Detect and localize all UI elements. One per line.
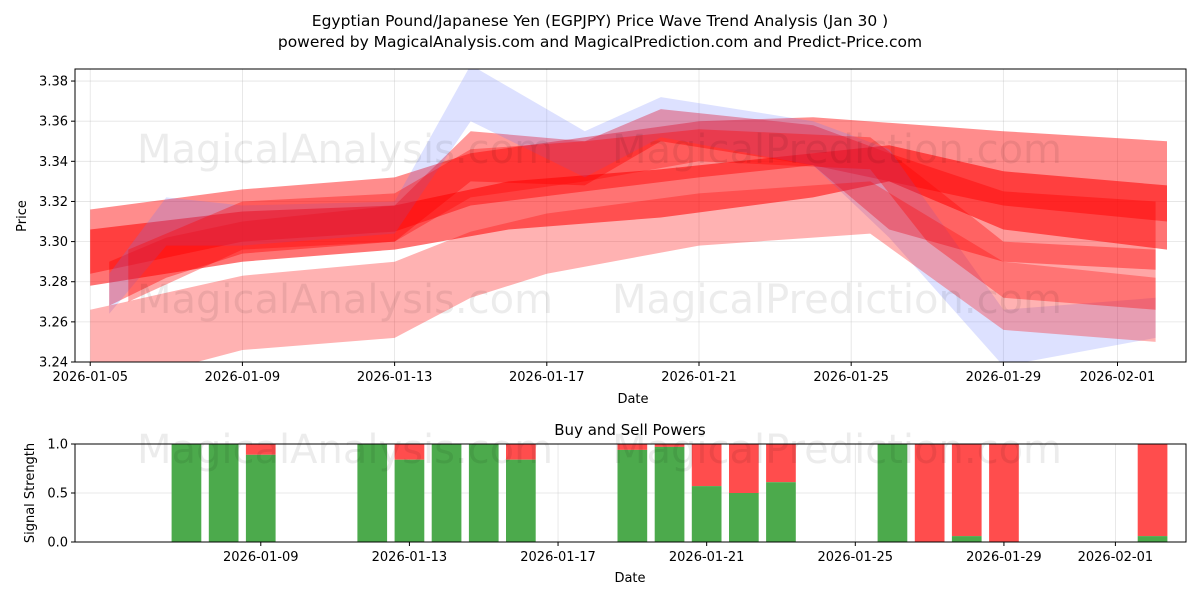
- chart-subtitle: powered by MagicalAnalysis.com and Magic…: [278, 33, 922, 51]
- price-watermarks: MagicalAnalysis.com MagicalPrediction.co…: [137, 127, 1062, 323]
- y-tick-label: 3.24: [39, 356, 68, 371]
- buy-power-bar: [357, 444, 388, 542]
- wave-band: [128, 129, 1156, 310]
- x-tick-label: 2026-01-17: [520, 550, 596, 565]
- y-tick-label: 0.5: [47, 487, 68, 502]
- x-tick-label: 2026-01-09: [223, 550, 299, 565]
- x-tick-label: 2026-01-09: [205, 370, 281, 385]
- watermark-text: MagicalAnalysis.com: [137, 127, 553, 173]
- wave-band: [109, 69, 1156, 362]
- y-tick-label: 3.26: [39, 315, 68, 330]
- wave-band: [109, 109, 1156, 306]
- x-tick-label: 2026-01-21: [669, 550, 745, 565]
- signal-watermarks: MagicalAnalysis.com MagicalPrediction.co…: [137, 427, 1062, 473]
- sell-power-bar: [1137, 444, 1168, 537]
- y-tick-label: 3.38: [39, 75, 68, 90]
- sell-power-bar: [394, 444, 425, 460]
- x-tick-label: 2026-02-01: [1080, 370, 1156, 385]
- x-tick-label: 2026-01-29: [966, 370, 1042, 385]
- buy-power-bar: [431, 444, 462, 542]
- buy-power-bar: [468, 444, 499, 542]
- x-tick-label: 2026-01-21: [661, 370, 737, 385]
- x-tick-label: 2026-01-05: [52, 370, 128, 385]
- signal-y-ticks: 0.0 0.5 1.0: [47, 438, 75, 551]
- buy-power-bar: [654, 446, 685, 542]
- buy-power-bar: [766, 482, 796, 542]
- watermark-text: MagicalPrediction.com: [612, 277, 1062, 323]
- price-y-ticks: 3.24 3.26 3.28 3.30 3.32 3.34 3.36 3.38: [39, 75, 75, 371]
- price-wave-bands: [90, 69, 1168, 362]
- signal-panel: Buy and Sell Powers MagicalAnalysis.com …: [23, 421, 1187, 586]
- y-tick-label: 3.28: [39, 275, 68, 290]
- sell-power-bar: [766, 444, 796, 483]
- sell-power-bar: [506, 444, 536, 460]
- buy-power-bar: [245, 454, 276, 542]
- sell-power-bar: [245, 444, 276, 455]
- x-tick-label: 2026-02-01: [1078, 550, 1154, 565]
- signal-y-axis-label: Signal Strength: [23, 443, 38, 543]
- y-tick-label: 1.0: [47, 438, 68, 453]
- y-tick-label: 3.30: [39, 235, 68, 250]
- price-panel: MagicalAnalysis.com MagicalPrediction.co…: [15, 68, 1187, 407]
- buy-power-bar: [208, 444, 239, 542]
- buy-power-bar: [1137, 536, 1168, 542]
- sell-power-bar: [914, 444, 945, 542]
- buy-power-bar: [951, 536, 982, 542]
- y-tick-label: 3.32: [39, 195, 68, 210]
- signal-bars: [171, 444, 1168, 542]
- buy-power-bar: [877, 444, 908, 542]
- x-tick-label: 2026-01-29: [966, 550, 1042, 565]
- wave-band: [90, 181, 1156, 362]
- chart-title: Egyptian Pound/Japanese Yen (EGPJPY) Pri…: [312, 12, 888, 30]
- signal-x-axis-label: Date: [614, 571, 645, 586]
- buy-power-bar: [171, 444, 202, 542]
- buy-power-bar: [691, 486, 722, 542]
- watermark-text: MagicalAnalysis.com: [137, 427, 553, 473]
- watermark-text: MagicalPrediction.com: [612, 127, 1062, 173]
- buy-power-bar: [729, 493, 759, 542]
- price-plot-frame: [74, 68, 1187, 363]
- sell-power-bar: [989, 444, 1019, 542]
- x-tick-label: 2026-01-17: [509, 370, 585, 385]
- x-tick-label: 2026-01-25: [813, 370, 889, 385]
- y-tick-label: 0.0: [47, 536, 68, 551]
- sell-power-bar: [617, 444, 648, 450]
- sell-power-bar: [951, 444, 982, 537]
- watermark-text: MagicalAnalysis.com: [137, 277, 553, 323]
- x-tick-label: 2026-01-25: [818, 550, 894, 565]
- buy-power-bar: [394, 459, 425, 542]
- x-tick-label: 2026-01-13: [357, 370, 433, 385]
- buy-power-bar: [617, 449, 648, 542]
- x-tick-label: 2026-01-13: [372, 550, 448, 565]
- sell-power-bar: [654, 444, 685, 447]
- price-x-axis-label: Date: [617, 392, 648, 407]
- price-y-axis-label: Price: [15, 200, 30, 232]
- wave-band: [90, 145, 1168, 286]
- y-tick-label: 3.34: [39, 155, 68, 170]
- buy-power-bar: [506, 459, 536, 542]
- price-x-ticks: 2026-01-05 2026-01-09 2026-01-13 2026-01-17…: [52, 362, 1155, 385]
- sell-power-bar: [691, 444, 722, 487]
- y-tick-label: 3.36: [39, 115, 68, 130]
- signal-x-ticks: 2026-01-09 2026-01-13 2026-01-17 2026-01-21…: [223, 542, 1153, 565]
- watermark-text: MagicalPrediction.com: [612, 427, 1062, 473]
- sell-power-bar: [729, 444, 759, 493]
- signal-chart-title: Buy and Sell Powers: [554, 421, 706, 439]
